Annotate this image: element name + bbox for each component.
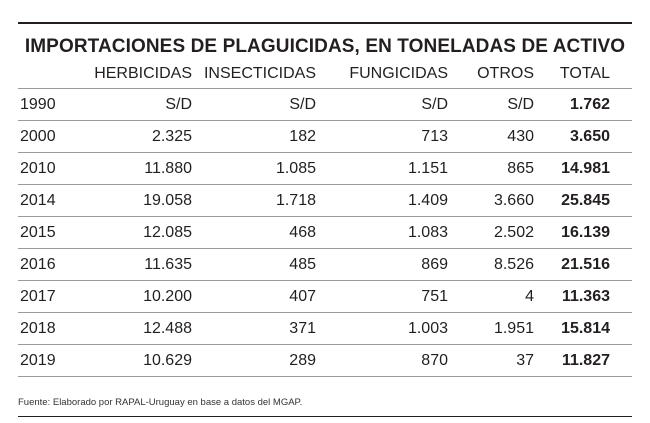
cell-insecticidas: S/D	[192, 88, 316, 121]
cell-fungicidas: 869	[316, 248, 448, 281]
col-header-total: TOTAL	[559, 65, 610, 82]
table-row: 1990 S/D S/D S/D S/D 1.762	[18, 88, 632, 121]
cell-fungicidas: 751	[316, 280, 448, 313]
cell-otros: 3.660	[448, 184, 534, 217]
table-row: 2015 12.085 468 1.083 2.502 16.139	[18, 216, 632, 249]
cell-insecticidas: 468	[192, 216, 316, 249]
cell-fungicidas: 1.151	[316, 152, 448, 185]
table-row: 2018 12.488 371 1.003 1.951 15.814	[18, 312, 632, 345]
cell-total: 14.981	[534, 152, 632, 185]
cell-year: 2000	[18, 120, 78, 153]
cell-total: 21.516	[534, 248, 632, 281]
cell-insecticidas: 371	[192, 312, 316, 345]
cell-otros: 37	[448, 344, 534, 377]
cell-fungicidas: 1.003	[316, 312, 448, 345]
cell-total: 11.827	[534, 344, 632, 377]
cell-herbicidas: 12.488	[78, 312, 192, 345]
cell-insecticidas: 1.085	[192, 152, 316, 185]
cell-fungicidas: 1.083	[316, 216, 448, 249]
cell-insecticidas: 1.718	[192, 184, 316, 217]
cell-total: 3.650	[534, 120, 632, 153]
col-header-insecticidas: INSECTICIDAS	[203, 65, 316, 82]
table-row: 2000 2.325 182 713 430 3.650	[18, 120, 632, 153]
cell-herbicidas: 10.200	[78, 280, 192, 313]
cell-herbicidas: 2.325	[78, 120, 192, 153]
data-table: HERBICIDAS INSECTICIDAS FUNGICIDAS OTROS…	[18, 60, 632, 377]
cell-fungicidas: 713	[316, 120, 448, 153]
cell-year: 2015	[18, 216, 78, 249]
cell-otros: 4	[448, 280, 534, 313]
table-row: 2019 10.629 289 870 37 11.827	[18, 344, 632, 377]
cell-year: 2019	[18, 344, 78, 377]
cell-insecticidas: 407	[192, 280, 316, 313]
source-footnote: Fuente: Elaborado por RAPAL-Uruguay en b…	[18, 397, 303, 408]
cell-otros: 430	[448, 120, 534, 153]
cell-insecticidas: 289	[192, 344, 316, 377]
cell-year: 2010	[18, 152, 78, 185]
table-row: 2010 11.880 1.085 1.151 865 14.981	[18, 152, 632, 185]
cell-otros: 1.951	[448, 312, 534, 345]
col-header-herbicidas: HERBICIDAS	[94, 65, 192, 82]
table-row: 2016 11.635 485 869 8.526 21.516	[18, 248, 632, 281]
bottom-rule	[18, 416, 632, 417]
table-row: 2014 19.058 1.718 1.409 3.660 25.845	[18, 184, 632, 217]
cell-total: 25.845	[534, 184, 632, 217]
cell-year: 2014	[18, 184, 78, 217]
col-header-fungicidas: FUNGICIDAS	[349, 65, 448, 82]
header-row: HERBICIDAS INSECTICIDAS FUNGICIDAS OTROS…	[18, 60, 632, 89]
cell-herbicidas: 11.880	[78, 152, 192, 185]
cell-insecticidas: 485	[192, 248, 316, 281]
table-body: 1990 S/D S/D S/D S/D 1.762 2000 2.325 18…	[18, 88, 632, 377]
cell-herbicidas: 10.629	[78, 344, 192, 377]
cell-herbicidas: S/D	[78, 88, 192, 121]
table-row: 2017 10.200 407 751 4 11.363	[18, 280, 632, 313]
table-card: IMPORTACIONES DE PLAGUICIDAS, EN TONELAD…	[18, 22, 632, 417]
cell-year: 2017	[18, 280, 78, 313]
cell-total: 1.762	[534, 88, 632, 121]
cell-fungicidas: 870	[316, 344, 448, 377]
col-header-otros: OTROS	[477, 65, 534, 82]
cell-insecticidas: 182	[192, 120, 316, 153]
cell-otros: 2.502	[448, 216, 534, 249]
cell-year: 2016	[18, 248, 78, 281]
top-rule	[18, 22, 632, 24]
cell-otros: 865	[448, 152, 534, 185]
cell-total: 16.139	[534, 216, 632, 249]
cell-fungicidas: S/D	[316, 88, 448, 121]
cell-total: 15.814	[534, 312, 632, 345]
cell-herbicidas: 12.085	[78, 216, 192, 249]
cell-herbicidas: 19.058	[78, 184, 192, 217]
cell-fungicidas: 1.409	[316, 184, 448, 217]
cell-year: 1990	[18, 88, 78, 121]
cell-otros: 8.526	[448, 248, 534, 281]
cell-year: 2018	[18, 312, 78, 345]
col-header-year	[18, 60, 78, 89]
cell-otros: S/D	[448, 88, 534, 121]
table-title: IMPORTACIONES DE PLAGUICIDAS, EN TONELAD…	[24, 36, 626, 57]
cell-total: 11.363	[534, 280, 632, 313]
cell-herbicidas: 11.635	[78, 248, 192, 281]
